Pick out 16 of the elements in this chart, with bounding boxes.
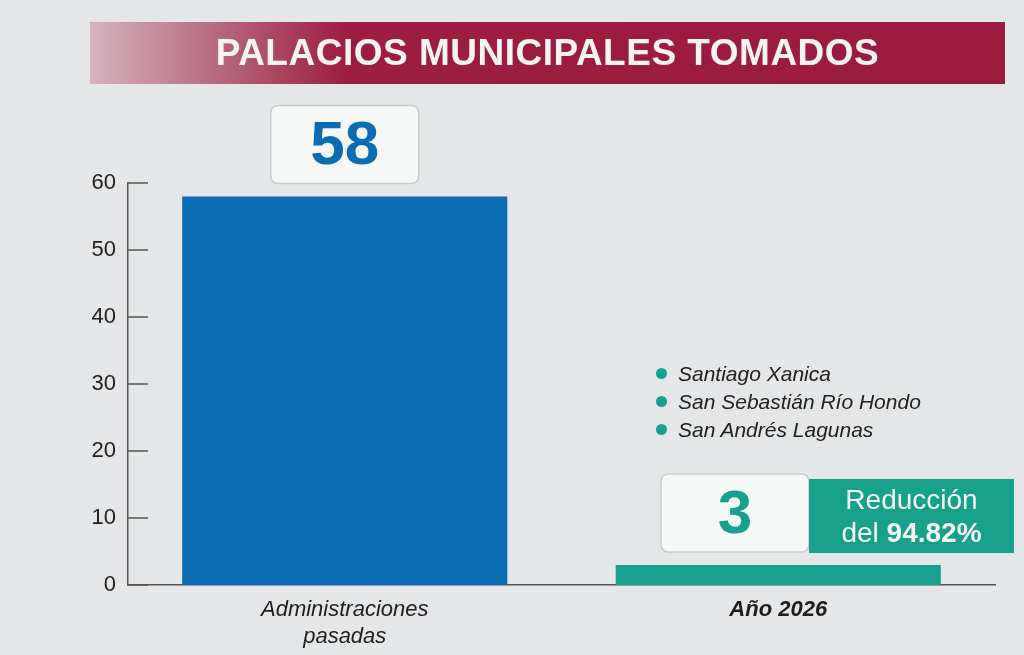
x-tick-label: Año 2026 [728,596,828,622]
y-tick-label: 60 [91,169,116,195]
annotation: Santiago Xanica [678,361,831,386]
data-label: 3 [717,476,753,546]
x-tick-label: Administraciones pasadas [258,596,429,648]
y-tick-label: 40 [91,303,116,329]
annotation: San Andrés Lagunas [678,417,874,442]
y-tick-label: 50 [91,236,116,262]
y-tick-label: 10 [91,504,116,530]
data-label: 58 [310,108,380,178]
y-tick-label: 30 [91,370,116,396]
y-tick-label: 20 [91,437,116,463]
y-tick-label: 0 [103,571,116,597]
annotation: Reducción del 94.82% [840,482,983,549]
annotation: San Sebastián Río Hondo [678,389,921,414]
chart-title: PALACIOS MUNICIPALES TOMADOS [215,32,880,74]
